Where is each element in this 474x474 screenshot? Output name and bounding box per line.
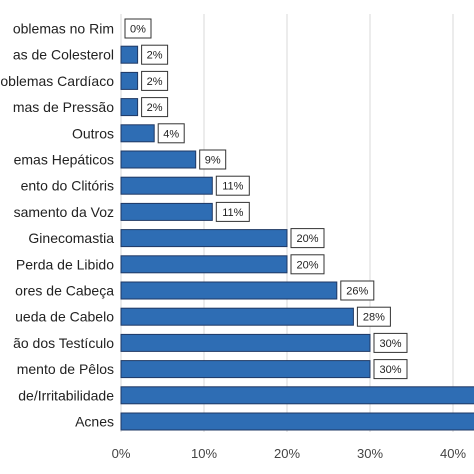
- bar: [120, 386, 474, 405]
- bar: [120, 71, 139, 90]
- bar: [120, 360, 371, 379]
- category-label: Acnes: [75, 414, 114, 430]
- data-label: 20%: [296, 233, 318, 245]
- category-label: as de Colesterol: [13, 47, 114, 63]
- data-label-box: [141, 44, 169, 65]
- x-tick-label: 10%: [191, 446, 217, 461]
- data-label: 0%: [130, 24, 146, 36]
- category-label: samento da Voz: [14, 204, 114, 220]
- category-label: ão dos Testículo: [13, 335, 114, 351]
- category-label: mento de Pêlos: [17, 361, 114, 377]
- category-label: de/Irritabilidade: [18, 387, 114, 403]
- data-label-box: [215, 201, 250, 222]
- data-label: 28%: [363, 312, 385, 324]
- category-label: ueda de Cabelo: [15, 309, 114, 325]
- data-label: 9%: [205, 155, 221, 167]
- data-label-box: [373, 332, 408, 353]
- category-label: mas de Pressão: [13, 99, 114, 115]
- bar: [120, 412, 474, 431]
- data-label: 20%: [296, 259, 318, 271]
- data-label: 30%: [379, 364, 401, 376]
- data-label-box: [141, 70, 169, 91]
- category-label: oblemas no Rim: [13, 21, 114, 37]
- x-tick-label: 20%: [274, 446, 300, 461]
- data-label-box: [199, 149, 227, 170]
- x-tick-label: 30%: [357, 446, 383, 461]
- x-tick-label: 0%: [112, 446, 131, 461]
- category-label: Ginecomastia: [28, 230, 114, 246]
- bar: [120, 229, 288, 248]
- bar: [120, 150, 197, 169]
- data-label-box: [215, 175, 250, 196]
- bar: [120, 255, 288, 274]
- data-label-box: [290, 254, 325, 275]
- data-label-box: [340, 280, 375, 301]
- category-label: emas Hepáticos: [14, 152, 114, 168]
- data-label-box: [290, 228, 325, 249]
- bar: [120, 45, 139, 64]
- bar: [120, 98, 139, 117]
- category-label: ento do Clitóris: [21, 178, 114, 194]
- category-label: Perda de Libido: [16, 256, 114, 272]
- data-label: 11%: [222, 207, 243, 219]
- data-label: 2%: [147, 50, 163, 62]
- data-label-box: [124, 18, 152, 39]
- data-label-box: [356, 306, 391, 327]
- data-label-box: [157, 123, 185, 144]
- data-label: 4%: [163, 128, 179, 140]
- data-label: 2%: [147, 76, 163, 88]
- category-label: oblemas Cardíaco: [0, 73, 114, 89]
- x-tick-label: 40%: [440, 446, 466, 461]
- data-label: 26%: [346, 286, 368, 298]
- data-label: 30%: [379, 338, 401, 350]
- bar: [120, 307, 354, 326]
- bar: [120, 202, 213, 221]
- data-label: 2%: [147, 102, 163, 114]
- data-label-box: [373, 359, 408, 380]
- category-label: ores de Cabeça: [15, 283, 114, 299]
- bar: [120, 124, 155, 143]
- bar: [120, 281, 338, 300]
- bar: [120, 333, 371, 352]
- bar: [120, 176, 213, 195]
- data-label-box: [141, 97, 169, 118]
- category-label: Outros: [72, 125, 114, 141]
- data-label: 11%: [222, 181, 243, 193]
